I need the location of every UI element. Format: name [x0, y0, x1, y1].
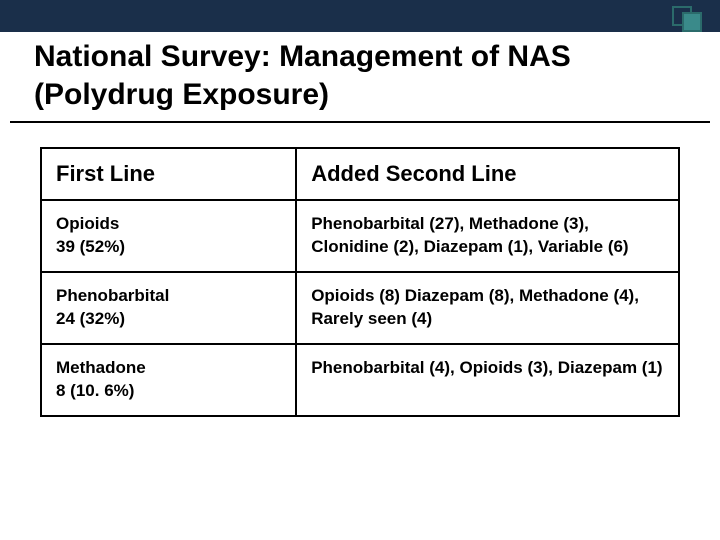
- cell-second-line: Phenobarbital (4), Opioids (3), Diazepam…: [296, 344, 679, 416]
- col-header-second-line: Added Second Line: [296, 148, 679, 200]
- drug-stat: 8 (10. 6%): [56, 380, 281, 403]
- table-container: First Line Added Second Line Opioids 39 …: [0, 147, 720, 417]
- header-decoration: [672, 6, 702, 32]
- table-row: Methadone 8 (10. 6%) Phenobarbital (4), …: [41, 344, 679, 416]
- cell-first-line: Methadone 8 (10. 6%): [41, 344, 296, 416]
- cell-first-line: Opioids 39 (52%): [41, 200, 296, 272]
- col-header-first-line: First Line: [41, 148, 296, 200]
- page-title: National Survey: Management of NAS (Poly…: [34, 38, 686, 113]
- table-row: Opioids 39 (52%) Phenobarbital (27), Met…: [41, 200, 679, 272]
- drug-stat: 24 (32%): [56, 308, 281, 331]
- title-block: National Survey: Management of NAS (Poly…: [10, 32, 710, 123]
- cell-second-line: Phenobarbital (27), Methadone (3), Cloni…: [296, 200, 679, 272]
- drug-name: Methadone: [56, 357, 281, 380]
- drug-name: Phenobarbital: [56, 285, 281, 308]
- nas-table: First Line Added Second Line Opioids 39 …: [40, 147, 680, 417]
- table-row: Phenobarbital 24 (32%) Opioids (8) Diaze…: [41, 272, 679, 344]
- header-bar: [0, 0, 720, 32]
- drug-stat: 39 (52%): [56, 236, 281, 259]
- cell-second-line: Opioids (8) Diazepam (8), Methadone (4),…: [296, 272, 679, 344]
- drug-name: Opioids: [56, 213, 281, 236]
- cell-first-line: Phenobarbital 24 (32%): [41, 272, 296, 344]
- table-header-row: First Line Added Second Line: [41, 148, 679, 200]
- square-icon: [682, 12, 702, 32]
